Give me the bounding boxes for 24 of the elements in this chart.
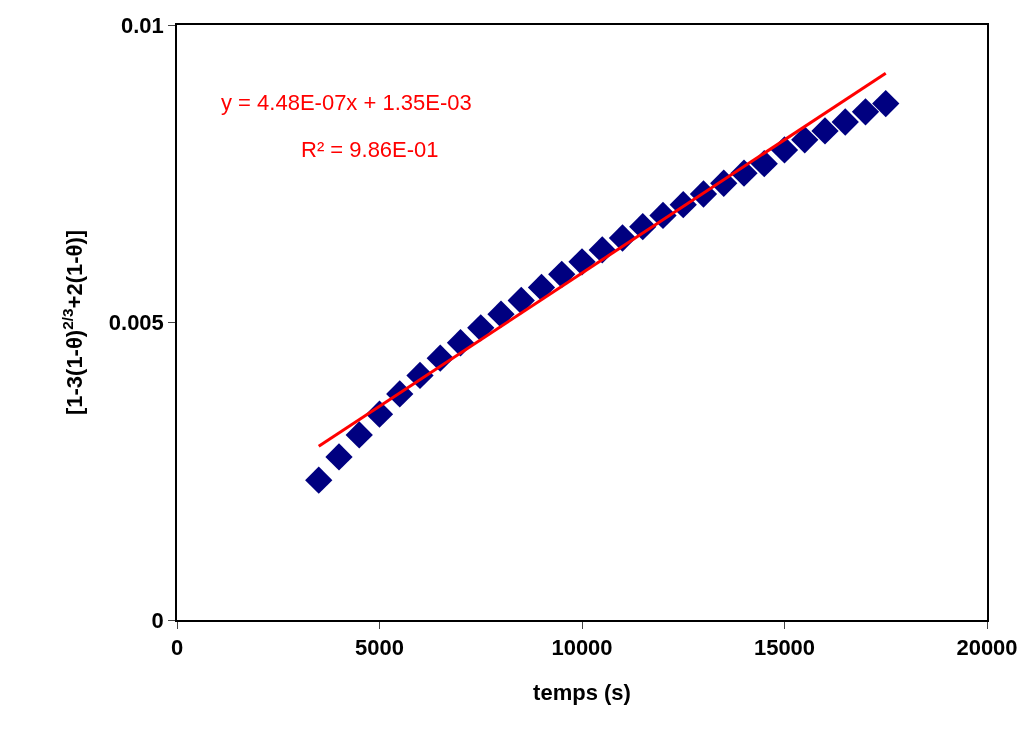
- y-tick-label: 0.01: [121, 12, 164, 38]
- point: [325, 443, 353, 471]
- x-tick-label: 10000: [551, 635, 613, 661]
- point: [467, 314, 495, 342]
- x-tick-label: 5000: [355, 635, 404, 661]
- point: [851, 98, 880, 126]
- point: [831, 108, 859, 136]
- x-tick-label: 15000: [753, 635, 816, 661]
- point: [487, 300, 515, 328]
- point: [527, 273, 556, 302]
- point: [872, 89, 900, 118]
- y-tick-label: 0: [151, 607, 164, 633]
- point: [811, 117, 839, 145]
- annotation: R² = 9.86E-01: [301, 137, 439, 162]
- x-tick-label: 20000: [956, 635, 1018, 661]
- point: [345, 421, 373, 449]
- point: [305, 466, 333, 494]
- point: [548, 260, 576, 288]
- x-tick-label: 0: [170, 635, 184, 661]
- x-axis-title: temps (s): [533, 679, 631, 705]
- point: [507, 286, 535, 315]
- annotation: y = 4.48E-07x + 1.35E-03: [221, 90, 472, 115]
- point: [791, 126, 819, 154]
- y-tick-label: 0.005: [108, 310, 164, 336]
